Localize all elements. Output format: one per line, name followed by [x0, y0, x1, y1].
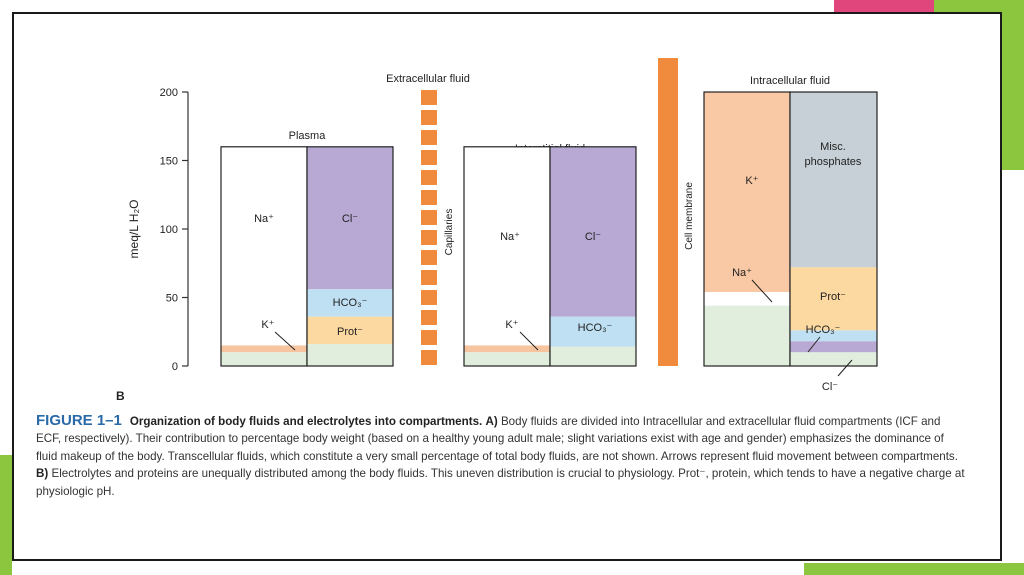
capillaries-label: Capillaries [444, 209, 455, 256]
capillary-segment [421, 170, 437, 185]
figure-number: FIGURE 1–1 [36, 412, 122, 429]
leader-line [519, 331, 539, 351]
bar-segment-hco [550, 316, 636, 347]
y-axis-label: meq/L H₂O [127, 200, 141, 259]
compartment-bars [220, 91, 878, 367]
ion-label-misc-2: phosphates [805, 156, 862, 168]
plasma-header: Plasma [289, 130, 327, 142]
leader-line [274, 331, 296, 351]
bar-outline [306, 146, 394, 367]
y-tick-label: 100 [160, 224, 178, 236]
capillary-segment [421, 230, 437, 245]
cell-membrane-bar [658, 58, 678, 366]
frame-accent-top-right-green [934, 0, 1024, 12]
bar-segment-na [221, 146, 307, 346]
ion-label-na: Na⁺ [254, 213, 274, 225]
bar-segment-k [464, 345, 550, 353]
capillary-segment [421, 150, 437, 165]
y-tick-label: 150 [160, 156, 178, 168]
bar-segment-prot [307, 316, 393, 345]
y-tick-label: 50 [166, 293, 178, 305]
ion-label-k: K⁺ [505, 319, 518, 331]
capillary-segment [421, 90, 437, 105]
panel-label: B [116, 389, 125, 403]
ion-labels: Na⁺ Cl⁻ HCO₃⁻ Prot⁻ K⁺ Na⁺ Cl⁻ HCO₃⁻ K⁺ K⁺ Na⁺ Misc… [254, 141, 862, 393]
bar-segment-base [790, 352, 877, 366]
bar-segment-k [221, 345, 307, 353]
y-tick-label: 0 [172, 361, 178, 373]
ion-label-misc-1: Misc. [820, 141, 846, 153]
frame-accent-bottom-right-green [804, 563, 1024, 575]
bar-segment-k [704, 92, 790, 293]
ion-label-na: Na⁺ [500, 231, 520, 243]
ion-label-k: K⁺ [745, 175, 758, 187]
ion-label-cl: Cl⁻ [585, 231, 601, 243]
ion-label-cl: Cl⁻ [342, 213, 358, 225]
ion-label-na: Na⁺ [732, 267, 752, 279]
leader-line [837, 359, 853, 377]
cell-membrane-label: Cell membrane [684, 182, 695, 250]
bar-segment-hco [790, 330, 877, 342]
bar-segment-base [307, 344, 393, 366]
bar-segment-hco [307, 289, 393, 317]
ion-label-prot: Prot⁻ [820, 291, 846, 303]
capillary-segment [421, 210, 437, 225]
capillary-segment [421, 130, 437, 145]
bar-segment-na [704, 292, 790, 306]
y-axis-ticks: 0 50 100 150 200 [160, 87, 188, 373]
ion-label-cl: Cl⁻ [822, 381, 838, 393]
bar-outline [789, 91, 878, 367]
bar-outline [549, 146, 637, 367]
caption-part-a-text: Body fluids are divided into Intracellul… [36, 415, 958, 463]
figure-title: Organization of body fluids and electrol… [129, 415, 483, 428]
capillary-segment [421, 290, 437, 305]
bar-segment-cl [550, 146, 636, 317]
ion-label-hco3: HCO₃⁻ [578, 322, 613, 334]
intracellular-header: Intracellular fluid [750, 75, 830, 87]
ion-label-hco3: HCO₃⁻ [333, 297, 368, 309]
capillary-segment [421, 110, 437, 125]
ion-label-k: K⁺ [261, 319, 274, 331]
leader-line [807, 336, 821, 353]
caption-part-b-label: B) [36, 467, 49, 481]
caption-part-b-text: Electrolytes and proteins are unequally … [36, 467, 965, 498]
bar-segment-base [550, 346, 636, 366]
frame-accent-right-green [1002, 0, 1024, 170]
bar-segment-base [704, 305, 790, 366]
capillary-segment [421, 350, 437, 365]
capillary-segment [421, 330, 437, 345]
leader-line [751, 279, 773, 303]
capillaries-wall [421, 90, 437, 365]
bar-segment-cl [790, 341, 877, 353]
bar-segment-base [221, 352, 307, 366]
bar-segment-base [464, 352, 550, 366]
bar-segment-na [464, 146, 550, 346]
frame-accent-bottom-left-green [0, 455, 12, 575]
ion-label-prot: Prot⁻ [337, 326, 363, 338]
bar-segment-miscphosphates [790, 92, 877, 268]
capillary-segment [421, 310, 437, 325]
caption-part-a-label: A) [485, 415, 498, 428]
bar-segment-prot [790, 267, 877, 331]
bar-segment-cl [307, 146, 393, 290]
y-tick-label: 200 [160, 87, 178, 99]
capillary-segment [421, 250, 437, 265]
capillary-segment [421, 190, 437, 205]
extracellular-header: Extracellular fluid [386, 73, 470, 85]
ion-label-hco3: HCO₃⁻ [806, 324, 841, 336]
capillary-segment [421, 270, 437, 285]
figure-caption: FIGURE 1–1 Organization of body fluids an… [36, 412, 966, 500]
